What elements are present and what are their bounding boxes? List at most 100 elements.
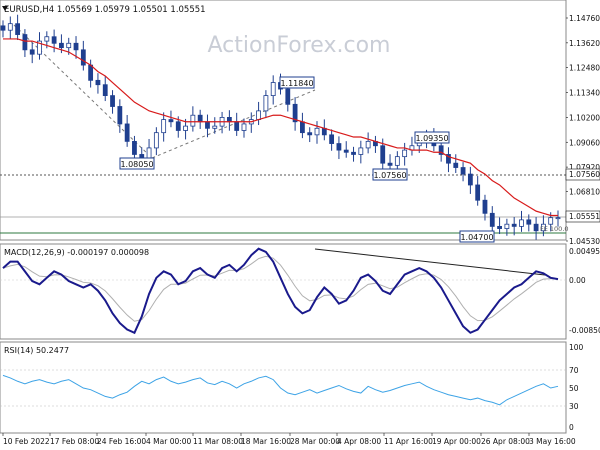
annotation-1.04700: 1.04700 [459, 230, 495, 243]
time-tick-label: 24 Feb 16:00 [97, 437, 146, 446]
candle-body [117, 106, 123, 125]
rsi-panel-frame [0, 341, 567, 434]
candle-body [358, 147, 364, 155]
macd-panel[interactable]: MACD(12,26,9) -0.000197 0.000098 [0, 243, 567, 340]
rsi-panel[interactable]: RSI(14) 50.2477 [0, 341, 567, 434]
candle-body [519, 219, 524, 227]
svg-text:1.11840: 1.11840 [280, 79, 313, 88]
candle-body [533, 223, 539, 232]
time-tick-label: 4 Apr 08:00 [337, 437, 381, 446]
time-tick-label: 3 May 16:00 [529, 437, 576, 446]
symbol-header: EURUSD,H4 1.05569 1.05979 1.05501 1.0555… [4, 5, 206, 15]
price-tick-label: 1.09060 [569, 138, 600, 147]
candle-body [197, 114, 203, 123]
candle-body [22, 34, 28, 51]
rsi-line [2, 374, 559, 406]
candle-body [351, 151, 356, 155]
svg-text:1.08050: 1.08050 [120, 160, 153, 169]
candle-body [0, 25, 6, 31]
candle-body [292, 103, 298, 123]
candle-body [548, 217, 554, 225]
candle-body [438, 145, 444, 155]
candle-body [146, 147, 152, 160]
svg-text:1.09350: 1.09350 [415, 134, 448, 143]
time-tick-label: 11 Mar 08:00 [193, 437, 243, 446]
candle-body [365, 140, 371, 149]
price-tick-label: 1.06810 [569, 187, 600, 196]
candle-body [387, 162, 393, 166]
rsi-tick-50: 50 [569, 384, 579, 393]
candle-body [307, 132, 313, 136]
candle-body [270, 82, 276, 97]
rsi-axis: 100 70 50 30 0 [569, 343, 584, 432]
annotation-1.08050: 1.08050 [119, 157, 155, 170]
candle-body [161, 119, 167, 134]
macd-tick-zero: 0.00 [569, 276, 586, 285]
time-tick-label: 18 Mar 16:00 [241, 437, 291, 446]
candle-body [555, 217, 561, 220]
candle-body [110, 95, 115, 107]
candle-body [343, 149, 349, 153]
candle-body [102, 84, 108, 97]
candle-body [300, 121, 305, 134]
candle-body [73, 42, 79, 51]
time-tick-label: 26 Apr 08:00 [481, 437, 530, 446]
price-tick-label: 1.12480 [569, 64, 600, 73]
candle-body [402, 149, 408, 158]
candle-body [256, 110, 261, 120]
current-price-label: 1.05551 [569, 212, 600, 221]
candle-body [234, 121, 240, 131]
candle-body [88, 64, 94, 81]
watermark: ActionForex.com [208, 33, 391, 58]
candle-body [453, 162, 459, 168]
candle-body [15, 23, 21, 35]
time-tick-label: 11 Apr 16:00 [384, 437, 433, 446]
candle-body [526, 219, 532, 225]
svg-text:1.07560: 1.07560 [373, 171, 406, 180]
candle-body [7, 23, 13, 31]
time-tick-label: 17 Feb 08:00 [50, 437, 99, 446]
price-tick-label: 1.07920 [569, 163, 600, 172]
macd-main-line [2, 247, 559, 335]
annotation-1.07560: 1.07560 [372, 168, 408, 181]
candle-body [226, 117, 232, 123]
price-axis-labels-highlight: 1.07560 1.05551 [565, 168, 600, 223]
candle-body [153, 132, 159, 149]
candle-body [394, 156, 400, 166]
price-panel[interactable]: ActionForex.com EURUSD,H4 1.05569 1.0597… [0, 0, 569, 243]
candle-body [329, 134, 335, 144]
collapse-triangle-icon[interactable] [2, 6, 8, 11]
candle-body [51, 36, 57, 44]
candle-body [59, 42, 64, 49]
time-tick-label: 19 Apr 00:00 [432, 437, 481, 446]
candle-body [497, 225, 502, 229]
candle-body [314, 127, 320, 136]
candle-body [467, 173, 473, 186]
candle-body [132, 140, 137, 155]
macd-panel-frame [0, 243, 567, 340]
macd-tick-bottom: -0.008501 [569, 326, 600, 335]
time-tick-label: 10 Feb 2022 [3, 437, 50, 446]
candle-body [168, 119, 174, 123]
candle-body [446, 154, 451, 164]
candle-body [336, 143, 342, 151]
rsi-tick-100: 100 [569, 343, 584, 352]
candle-body [263, 95, 269, 112]
time-tick-label: 4 Mar 00:00 [146, 437, 192, 446]
candle-body [37, 40, 42, 55]
candle-body [241, 123, 247, 131]
macd-divergence-line [314, 248, 546, 276]
annotation-1.11840: 1.11840 [279, 76, 315, 89]
fe-label: FE 100.0 [540, 225, 569, 233]
rsi-tick-30: 30 [569, 402, 579, 411]
price-panel-frame [0, 0, 567, 241]
candle-body [212, 125, 218, 129]
candle-body [205, 121, 210, 129]
price-tick-label: 1.10200 [569, 113, 600, 122]
rsi-tick-0: 0 [569, 423, 574, 432]
svg-text:1.04700: 1.04700 [460, 233, 493, 242]
candle-body [124, 123, 130, 142]
candle-body [44, 36, 50, 42]
